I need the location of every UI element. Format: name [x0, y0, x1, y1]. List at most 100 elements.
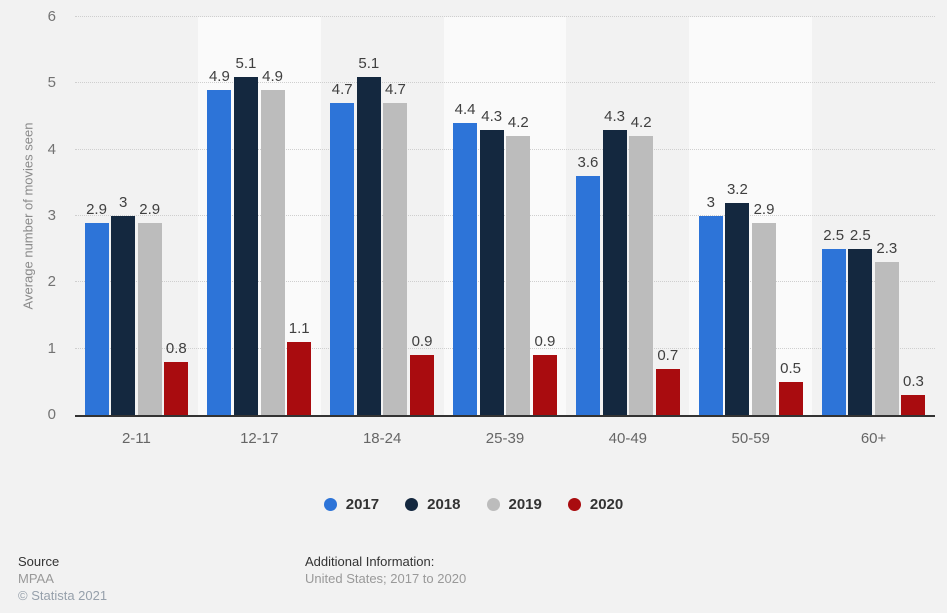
bar-value-label: 2.5 [849, 227, 871, 245]
bar-value-label: 0.7 [657, 346, 679, 364]
bar-value-label: 4.3 [481, 107, 503, 125]
bar-2017-25-39 [453, 123, 478, 415]
bar-2017-40-49 [575, 176, 600, 415]
legend-label-2019: 2019 [508, 496, 542, 513]
x-tick-label-60+: 60+ [860, 430, 887, 447]
bar-2020-50-59 [778, 381, 803, 415]
bar-value-label: 4.3 [604, 107, 625, 125]
x-axis-line [75, 415, 935, 417]
bar-2020-60+ [901, 395, 926, 415]
bar-value-label: 2.9 [753, 200, 775, 218]
bar-2018-50-59 [725, 202, 750, 415]
bar-value-label: 4.7 [385, 81, 406, 99]
bar-value-label: 3 [118, 194, 128, 211]
bar-value-label: 0.9 [534, 333, 556, 351]
footer-additional-info-block: Additional Information: United States; 2… [305, 553, 466, 587]
footer-source-block: Source MPAA © Statista 2021 [18, 553, 107, 604]
bar-2019-18-24 [383, 103, 408, 415]
bar-value-label: 5.1 [235, 54, 257, 72]
source-value: MPAA [18, 571, 54, 586]
legend-item-2018[interactable]: 2018 [405, 496, 461, 513]
gridline-1 [75, 347, 935, 349]
legend-item-2019[interactable]: 2019 [486, 496, 542, 513]
statista-copyright-link[interactable]: © Statista 2021 [18, 588, 108, 603]
x-tick-label-50-59: 50-59 [731, 430, 770, 447]
legend-dot-2017 [323, 498, 337, 511]
bar-2018-12-17 [233, 76, 258, 415]
bar-2019-12-17 [260, 89, 285, 415]
bar-2020-25-39 [532, 355, 557, 415]
bar-2019-40-49 [629, 136, 654, 415]
bar-2017-50-59 [698, 216, 723, 415]
y-axis: 0 1 2 3 4 5 6 [0, 8, 56, 423]
legend-dot-2019 [486, 498, 500, 511]
legend-dot-2020 [567, 498, 581, 511]
legend-label-2018: 2018 [427, 496, 461, 513]
x-tick-label-25-39: 25-39 [485, 430, 525, 447]
bar-2018-2-11 [111, 216, 136, 415]
bar-2017-18-24 [330, 103, 355, 415]
x-tick-label-12-17: 12-17 [240, 430, 279, 447]
bar-2018-18-24 [356, 76, 381, 415]
x-tick-label-2-11: 2-11 [121, 430, 151, 447]
legend-label-2017: 2017 [345, 496, 380, 513]
legend-label-2020: 2020 [589, 496, 624, 513]
gridline-4 [75, 148, 935, 150]
bar-value-label: 4.4 [454, 101, 476, 119]
legend: 2017 2018 2019 2020 [0, 496, 947, 513]
bar-value-label: 2.9 [139, 200, 161, 218]
y-tick-label-1: 1 [47, 339, 56, 357]
y-tick-label-6: 6 [47, 8, 56, 25]
additional-info-value: United States; 2017 to 2020 [305, 571, 467, 586]
gridline-3 [75, 215, 935, 216]
bar-value-label: 2.9 [86, 200, 107, 218]
y-tick-label-2: 2 [47, 273, 56, 291]
y-tick-label-3: 3 [47, 207, 56, 224]
bar-2019-50-59 [752, 222, 776, 415]
bar-2020-12-17 [287, 342, 312, 415]
bar-value-label: 0.5 [780, 359, 802, 377]
bar-2018-40-49 [602, 129, 627, 415]
legend-item-2020[interactable]: 2020 [567, 496, 624, 513]
gridline-6 [75, 16, 935, 17]
y-tick-label-0: 0 [47, 406, 56, 423]
x-tick-label-40-49: 40-49 [608, 430, 648, 447]
bar-value-label: 3.6 [577, 154, 599, 172]
bar-2017-2-11 [84, 222, 109, 415]
source-label: Source [18, 554, 60, 569]
legend-item-2017[interactable]: 2017 [323, 496, 380, 513]
legend-dot-2018 [405, 498, 419, 511]
bar-value-label: 4.7 [331, 81, 353, 99]
bar-value-label: 5.1 [358, 54, 380, 72]
gridline-5 [75, 82, 935, 84]
bar-2020-18-24 [410, 355, 435, 415]
bar-value-label: 4.2 [507, 114, 529, 132]
bar-2019-2-11 [137, 222, 162, 415]
bar-2018-60+ [848, 249, 873, 415]
y-tick-label-5: 5 [47, 74, 56, 92]
bar-value-label: 4.9 [262, 67, 283, 85]
bar-value-label: 0.9 [411, 333, 433, 351]
bar-value-label: 0.8 [165, 339, 187, 357]
plot-area: 2.9 4.9 4.7 4.4 3.6 3 2.5 3 5.1 5.1 4.3 4.3 3.2 2.5 2.… [75, 16, 935, 415]
bar-value-label: 2.5 [823, 227, 845, 245]
gridline-2 [75, 281, 935, 283]
x-tick-label-18-24: 18-24 [362, 430, 402, 447]
bar-2017-60+ [821, 249, 846, 415]
bar-2020-40-49 [655, 368, 680, 415]
bar-value-label: 3.2 [726, 180, 748, 198]
bar-2019-60+ [874, 262, 899, 415]
bar-value-label: 1.1 [288, 320, 310, 338]
x-axis: 2-11 12-17 18-24 25-39 40-49 50-59 60+ [75, 429, 935, 449]
additional-info-label: Additional Information: [305, 554, 435, 569]
bar-value-label: 4.2 [630, 114, 652, 132]
bar-value-label: 4.9 [208, 67, 230, 85]
y-tick-label-4: 4 [47, 140, 56, 158]
bar-value-label: 2.3 [876, 240, 898, 258]
bar-2019-25-39 [506, 136, 531, 415]
bar-2017-12-17 [207, 89, 232, 415]
bar-value-label: 0.3 [903, 373, 924, 391]
bar-value-label: 3 [706, 194, 715, 211]
bar-2020-2-11 [164, 361, 189, 415]
